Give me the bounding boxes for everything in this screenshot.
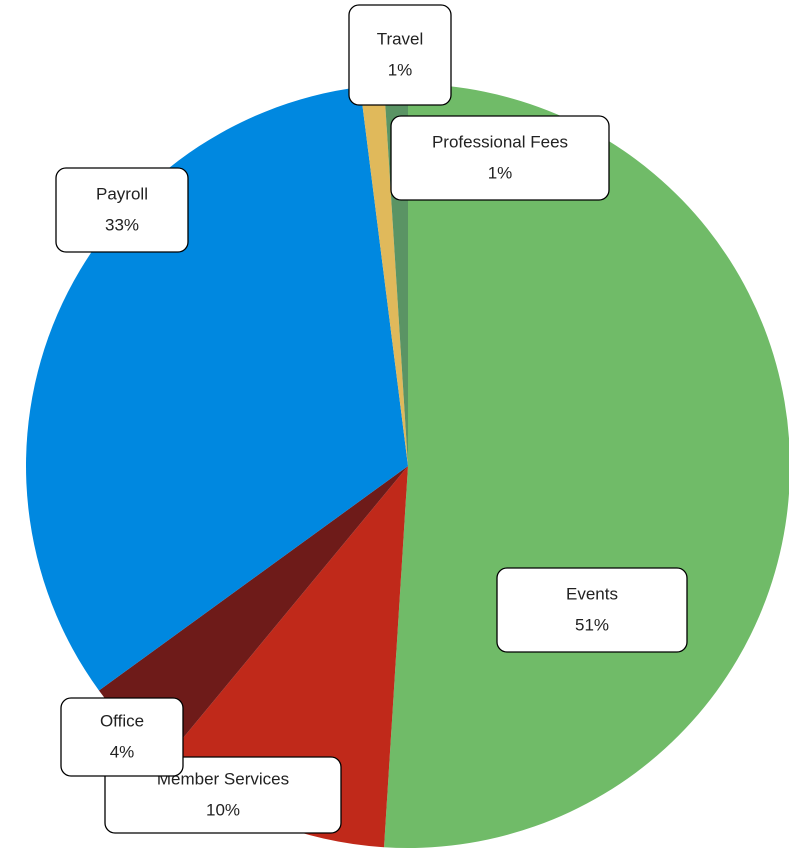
label-category: Payroll [96,184,148,203]
label-value: 1% [388,60,413,79]
pie-slice [164,466,408,848]
data-label: Professional Fees 1% [390,115,610,201]
pie-slice [384,84,789,848]
label-box [390,115,610,201]
label-box [55,167,189,253]
pie-slice [98,466,408,761]
data-label: Events 51% [496,567,688,653]
label-category: Member Services [157,769,289,788]
label-category: Office [100,711,144,730]
data-label: Travel 1% [348,4,452,106]
label-value: 4% [110,742,135,761]
data-label: Office 4% [60,697,184,777]
label-box [348,4,452,106]
pie-slice [360,84,408,467]
label-value: 33% [105,215,139,234]
label-category: Professional Fees [432,132,568,151]
label-value: 10% [206,800,240,819]
label-box [60,697,184,777]
label-box [496,567,688,653]
label-value: 1% [488,163,513,182]
label-value: 51% [575,615,609,634]
label-category: Events [566,584,618,603]
label-category: Travel [377,29,424,48]
data-label: Payroll 33% [55,167,189,253]
